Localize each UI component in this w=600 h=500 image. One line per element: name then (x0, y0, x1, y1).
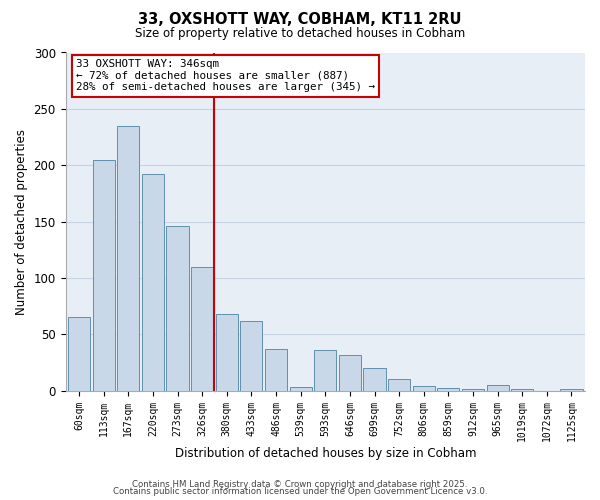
Bar (437, 388, 460, 390)
Bar (142, 174, 164, 390)
Bar (314, 350, 337, 391)
Y-axis label: Number of detached properties: Number of detached properties (15, 128, 28, 314)
Text: Contains HM Land Registry data © Crown copyright and database right 2025.: Contains HM Land Registry data © Crown c… (132, 480, 468, 489)
Text: Size of property relative to detached houses in Cobham: Size of property relative to detached ho… (135, 28, 465, 40)
X-axis label: Distribution of detached houses by size in Cobham: Distribution of detached houses by size … (175, 447, 476, 460)
Bar (290, 387, 312, 390)
Bar (265, 349, 287, 391)
Bar (388, 380, 410, 390)
Bar (241, 320, 262, 390)
Bar (191, 266, 213, 390)
Bar (413, 386, 435, 390)
Bar (68, 318, 90, 390)
Text: Contains public sector information licensed under the Open Government Licence v3: Contains public sector information licen… (113, 487, 487, 496)
Bar (339, 354, 361, 390)
Bar (364, 368, 386, 390)
Bar (117, 126, 139, 390)
Bar (92, 160, 115, 390)
Bar (487, 385, 509, 390)
Text: 33 OXSHOTT WAY: 346sqm
← 72% of detached houses are smaller (887)
28% of semi-de: 33 OXSHOTT WAY: 346sqm ← 72% of detached… (76, 60, 375, 92)
Bar (216, 314, 238, 390)
Bar (166, 226, 188, 390)
Text: 33, OXSHOTT WAY, COBHAM, KT11 2RU: 33, OXSHOTT WAY, COBHAM, KT11 2RU (138, 12, 462, 28)
